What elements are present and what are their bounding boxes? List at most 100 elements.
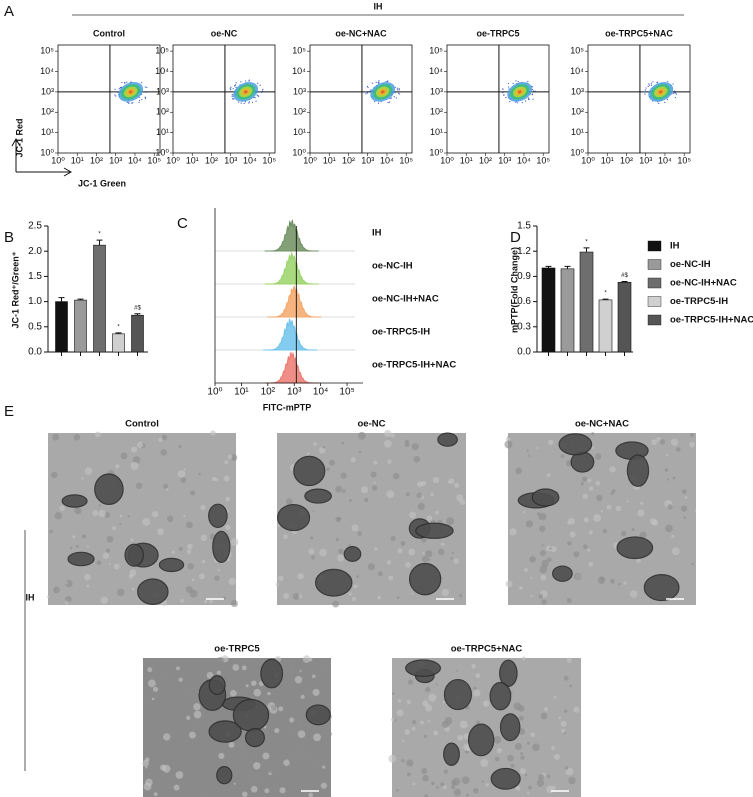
mitochondrion (137, 578, 169, 605)
texture (606, 504, 612, 510)
texture (225, 496, 231, 502)
x-tick-label: 10⁰ (581, 155, 595, 165)
event-dot (261, 90, 264, 92)
mitochondrion (212, 530, 231, 563)
x-tick-label: 10⁴ (313, 387, 328, 398)
bar (74, 299, 87, 353)
mitochondrion (443, 678, 473, 711)
plot-title: oe-TRPC5 (476, 28, 519, 38)
cell-population (642, 80, 678, 105)
x-tick-label: 10³ (109, 155, 122, 165)
texture (515, 467, 522, 475)
texture (574, 572, 582, 581)
y-tick-label: 10⁴ (155, 66, 169, 76)
texture (620, 530, 627, 537)
texture (264, 788, 270, 794)
texture (539, 550, 546, 557)
texture (388, 754, 397, 763)
micrograph (142, 655, 332, 797)
texture (523, 511, 526, 514)
x-tick-label: 10⁵ (677, 155, 691, 165)
texture (214, 714, 217, 717)
texture (404, 729, 411, 735)
texture (560, 720, 567, 727)
event-dot (140, 82, 143, 84)
x-tick-label: 10¹ (186, 155, 199, 165)
texture (193, 710, 202, 719)
texture (433, 730, 439, 736)
texture (52, 433, 60, 441)
texture (442, 785, 447, 790)
mitochondrion (415, 522, 454, 539)
significance: #$ (621, 273, 628, 279)
mitochondrion (408, 562, 442, 596)
texture (416, 492, 423, 499)
texture (173, 784, 180, 791)
group-label: IH (374, 1, 383, 11)
event-dot (644, 89, 646, 91)
texture (59, 505, 65, 511)
plot-title: Control (93, 28, 125, 38)
x-tick-label: 10⁰ (51, 155, 65, 165)
y-tick-label: 10¹ (293, 127, 306, 137)
x-tick-label: 10⁴ (243, 155, 257, 165)
texture (241, 665, 247, 671)
texture (128, 574, 134, 579)
texture (426, 515, 433, 521)
texture (163, 483, 169, 489)
x-tick-label: 10³ (498, 155, 511, 165)
event-dot (232, 88, 234, 90)
texture (278, 706, 284, 712)
micrograph (46, 430, 239, 608)
texture (568, 776, 576, 785)
y-tick-label: 10¹ (156, 127, 169, 137)
texture (386, 560, 392, 565)
texture (320, 782, 328, 789)
bar (112, 333, 125, 353)
texture (626, 500, 629, 503)
texture (157, 528, 164, 536)
micrograph (504, 432, 697, 605)
mitochondrion (490, 767, 521, 790)
texture (524, 568, 528, 572)
event-dot (259, 84, 261, 86)
x-tick-label: 10¹ (460, 155, 473, 165)
event-dot (664, 101, 666, 104)
texture (524, 773, 528, 777)
bar (93, 244, 106, 353)
texture (507, 754, 514, 762)
x-tick-label: 10³ (639, 155, 652, 165)
texture (373, 481, 376, 484)
plot-frame (309, 44, 413, 154)
texture (253, 762, 261, 770)
error-bar (115, 332, 122, 334)
texture (113, 563, 120, 570)
texture (582, 493, 588, 499)
texture (518, 715, 524, 721)
texture (82, 534, 87, 539)
texture (98, 504, 101, 507)
series-label: oe-NC-IH (372, 260, 413, 271)
texture (600, 577, 604, 581)
texture (539, 525, 546, 532)
event-dot (230, 86, 232, 88)
y-tick-label: 10³ (156, 86, 169, 96)
event-dot (240, 102, 242, 104)
event-dot (248, 101, 251, 103)
texture (387, 459, 392, 464)
series-label: oe-NC-IH+NAC (372, 293, 439, 304)
event-dot (534, 90, 536, 92)
texture (230, 454, 238, 461)
texture (364, 498, 369, 503)
texture (350, 457, 356, 463)
texture (640, 501, 644, 505)
mitochondrion (232, 698, 270, 732)
texture (86, 584, 90, 588)
legend-label: oe-NC-IH+NAC (670, 278, 737, 289)
texture (319, 759, 325, 765)
texture (600, 510, 604, 513)
event-dot (132, 102, 134, 104)
texture (396, 596, 400, 599)
y-tick-label: 10⁴ (292, 66, 306, 76)
